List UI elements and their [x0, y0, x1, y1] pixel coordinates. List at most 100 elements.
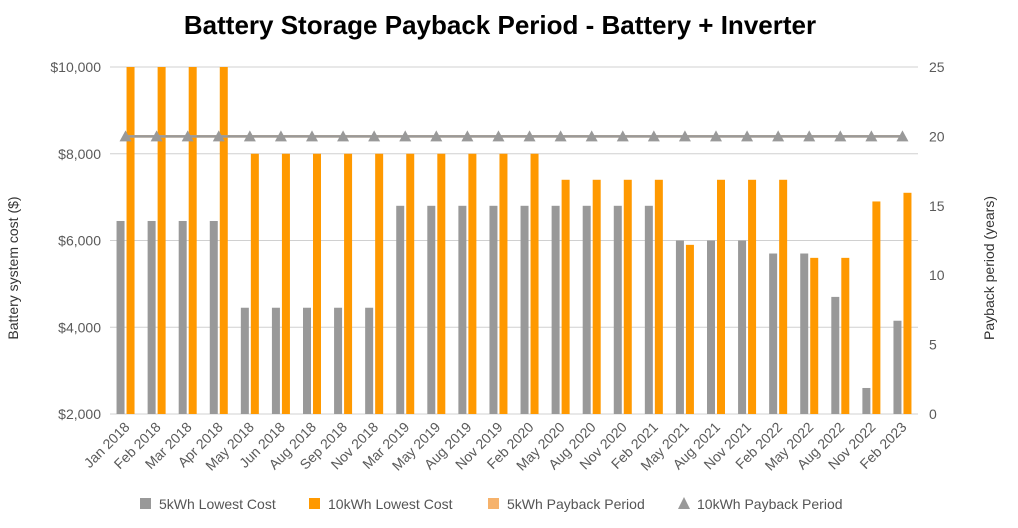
bar-10kwh-cost: [375, 153, 384, 414]
legend-label: 10kWh Payback Period: [697, 496, 843, 512]
bar-10kwh-cost: [188, 67, 197, 414]
bar-10kwh-cost: [592, 179, 601, 414]
marker-10kwh-payback: [243, 130, 256, 142]
bar-10kwh-cost: [344, 153, 353, 414]
bar-5kwh-cost: [209, 220, 218, 414]
bar-10kwh-cost: [437, 153, 446, 414]
marker-10kwh-payback: [616, 130, 629, 142]
bar-5kwh-cost: [862, 387, 871, 414]
y-tick-label: $4,000: [58, 319, 101, 335]
marker-10kwh-payback: [337, 130, 350, 142]
bar-10kwh-cost: [561, 179, 570, 414]
bar-10kwh-cost: [872, 201, 881, 414]
marker-10kwh-payback: [399, 130, 412, 142]
marker-10kwh-payback: [181, 130, 194, 142]
y-tick-label: $6,000: [58, 233, 101, 249]
bar-5kwh-cost: [893, 320, 902, 414]
bar-10kwh-cost: [313, 153, 321, 414]
bar-10kwh-cost: [157, 67, 166, 414]
bar-10kwh-cost: [654, 179, 663, 414]
bar-5kwh-cost: [644, 205, 653, 414]
marker-10kwh-payback: [554, 130, 567, 142]
marker-10kwh-payback: [119, 130, 132, 142]
bar-5kwh-cost: [303, 307, 311, 414]
bar-5kwh-cost: [365, 307, 374, 414]
bar-10kwh-cost: [250, 153, 259, 414]
marker-10kwh-payback: [492, 130, 505, 142]
marker-10kwh-payback: [306, 130, 318, 142]
bar-10kwh-cost: [903, 192, 912, 414]
bar-5kwh-cost: [396, 205, 405, 414]
bar-10kwh-cost: [530, 153, 539, 414]
y2-tick-label: 15: [929, 198, 945, 214]
bar-5kwh-cost: [458, 205, 467, 414]
bar-10kwh-cost: [748, 179, 757, 414]
marker-10kwh-payback: [585, 130, 598, 142]
bar-5kwh-cost: [613, 205, 622, 414]
marker-10kwh-payback: [772, 130, 785, 142]
marker-10kwh-payback: [710, 130, 722, 142]
y-tick-label: $10,000: [50, 59, 101, 75]
marker-10kwh-payback: [803, 130, 816, 142]
bar-5kwh-cost: [334, 307, 343, 414]
bar-5kwh-cost: [582, 205, 591, 414]
bar-5kwh-cost: [271, 307, 280, 414]
bar-5kwh-cost: [147, 220, 156, 414]
legend-label: 5kWh Lowest Cost: [159, 496, 276, 512]
y-axis-right-ticks: 0 5 10 15 20 25: [929, 59, 945, 422]
bar-10kwh-cost: [623, 179, 632, 414]
bar-10kwh-cost: [685, 244, 694, 414]
marker-10kwh-payback: [274, 130, 287, 142]
marker-10kwh-payback: [834, 130, 847, 142]
marker-10kwh-payback: [212, 130, 225, 142]
chart-title: Battery Storage Payback Period - Battery…: [184, 10, 816, 40]
bar-5kwh-cost: [675, 240, 684, 414]
y2-tick-label: 25: [929, 59, 945, 75]
payback-lines: [119, 130, 909, 142]
marker-10kwh-payback: [150, 130, 163, 142]
bar-5kwh-cost: [707, 240, 715, 414]
bar-5kwh-cost: [738, 240, 747, 414]
y-axis-left-label: Battery system cost ($): [5, 196, 21, 339]
y2-tick-label: 10: [929, 267, 945, 283]
bar-5kwh-cost: [831, 296, 840, 414]
bar-10kwh-cost: [779, 179, 788, 414]
marker-10kwh-payback: [368, 130, 381, 142]
y2-tick-label: 5: [929, 337, 937, 353]
y-axis-left-ticks: $2,000 $4,000 $6,000 $8,000 $10,000: [50, 59, 101, 422]
bar-10kwh-cost: [810, 257, 819, 414]
marker-10kwh-payback: [430, 130, 443, 142]
legend-swatch-triangle: [678, 497, 690, 509]
bar-5kwh-cost: [520, 205, 529, 414]
legend-label: 5kWh Payback Period: [507, 496, 645, 512]
gridlines: [110, 66, 918, 415]
legend-swatch: [140, 498, 151, 509]
legend-swatch: [309, 498, 320, 509]
y2-tick-label: 20: [929, 128, 945, 144]
marker-10kwh-payback: [865, 130, 878, 142]
legend: 5kWh Lowest Cost 10kWh Lowest Cost 5kWh Pa…: [140, 496, 843, 512]
bar-10kwh-cost: [499, 153, 508, 414]
y-tick-label: $2,000: [58, 406, 101, 422]
bar-10kwh-cost: [841, 257, 850, 414]
bar-10kwh-cost: [468, 153, 477, 414]
bar-5kwh-cost: [116, 220, 125, 414]
bar-5kwh-cost: [178, 220, 187, 414]
bar-5kwh-cost: [551, 205, 560, 414]
bar-10kwh-cost: [281, 153, 290, 414]
marker-10kwh-payback: [461, 130, 474, 142]
bar-5kwh-cost: [427, 205, 436, 414]
marker-10kwh-payback: [741, 130, 754, 142]
bar-5kwh-cost: [800, 253, 809, 414]
y-tick-label: $8,000: [58, 146, 101, 162]
legend-label: 10kWh Lowest Cost: [328, 496, 453, 512]
legend-swatch: [488, 498, 499, 509]
bar-5kwh-cost: [489, 205, 498, 414]
bar-10kwh-cost: [717, 179, 725, 414]
bar-5kwh-cost: [769, 253, 778, 414]
marker-10kwh-payback: [647, 130, 660, 142]
bar-5kwh-cost: [240, 307, 249, 414]
bar-10kwh-cost: [406, 153, 415, 414]
